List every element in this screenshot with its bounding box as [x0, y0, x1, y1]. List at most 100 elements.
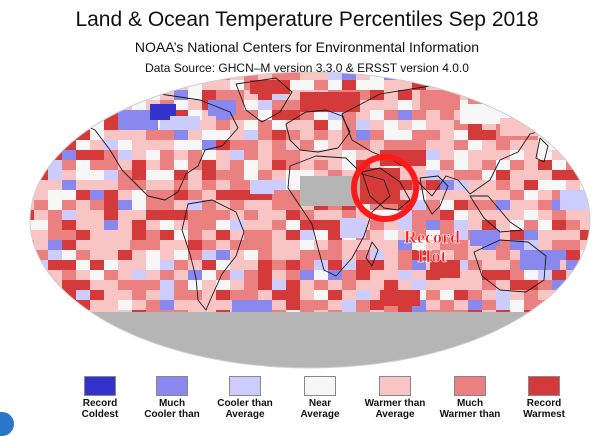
grid-cell [510, 290, 524, 300]
grid-cell [426, 150, 440, 160]
grid-cell [174, 200, 188, 210]
grid-cell [370, 220, 384, 230]
grid-cell [132, 250, 146, 260]
grid-cell [300, 160, 314, 170]
grid-cell [314, 140, 328, 150]
grid-cell [580, 90, 590, 100]
grid-cell [132, 280, 146, 290]
grid-cell [286, 300, 300, 310]
grid-cell [552, 160, 566, 170]
grid-cell [230, 170, 244, 180]
grid-cell [174, 130, 188, 140]
grid-cell [30, 280, 34, 290]
grid-cell [384, 280, 398, 290]
grid-cell [566, 330, 580, 340]
grid-cell [496, 250, 510, 260]
data-source-note: Data Source: GHCN–M version 3.3.0 & ERSS… [145, 61, 469, 75]
grid-cell [412, 180, 426, 190]
grid-cell [566, 210, 580, 220]
grid-cell [440, 290, 454, 300]
grid-cell-region [340, 218, 366, 238]
grid-cell [426, 160, 440, 170]
grid-cell [244, 72, 258, 80]
grid-cell [538, 100, 552, 110]
grid-cell [328, 160, 342, 170]
grid-cell [566, 290, 580, 300]
grid-cell [538, 310, 552, 320]
grid-cell [538, 80, 552, 90]
grid-cell [202, 260, 216, 270]
grid-cell [272, 190, 286, 200]
grid-cell [440, 250, 454, 260]
grid-cell [48, 300, 62, 310]
grid-cell [370, 240, 384, 250]
grid-cell [552, 180, 566, 190]
grid-cell [412, 190, 426, 200]
grid-cell [188, 130, 202, 140]
legend-swatch-cooler [229, 376, 261, 396]
grid-cell [594, 180, 608, 190]
grid-cell [62, 180, 76, 190]
grid-cell [580, 130, 590, 140]
grid-cell [216, 190, 230, 200]
grid-cell [230, 190, 244, 200]
legend-label-near-average: Near Average [300, 398, 340, 420]
grid-cell [146, 360, 160, 368]
grid-cell [258, 270, 272, 280]
grid-cell [594, 80, 608, 90]
grid-cell-region [118, 110, 158, 130]
grid-cell [272, 210, 286, 220]
grid-cell-region [170, 116, 200, 130]
grid-cell [552, 80, 566, 90]
grid-cell [62, 360, 76, 368]
grid-cell [566, 170, 580, 180]
grid-cell [594, 160, 608, 170]
grid-cell [356, 290, 370, 300]
grid-cell [580, 150, 590, 160]
grid-cell [146, 290, 160, 300]
grid-cell [272, 100, 286, 110]
grid-cell [34, 310, 48, 320]
grid-cell [538, 120, 552, 130]
grid-cell [90, 260, 104, 270]
grid-cell [76, 300, 90, 310]
grid-cell [146, 280, 160, 290]
grid-cell [48, 260, 62, 270]
grid-cell [272, 290, 286, 300]
grid-cell [146, 350, 160, 360]
japan-outline [535, 137, 549, 163]
grid-cell [412, 360, 426, 368]
grid-cell [202, 360, 216, 368]
grid-cell [496, 300, 510, 310]
grid-cell [398, 260, 412, 270]
grid-cell [454, 80, 468, 90]
grid-cell [188, 230, 202, 240]
grid-cell [482, 300, 496, 310]
grid-cell [524, 300, 538, 310]
globe-border [29, 71, 591, 369]
grid-cell [342, 270, 356, 280]
grid-cell [34, 200, 48, 210]
grid-cell [398, 120, 412, 130]
grid-cell [76, 100, 90, 110]
grid-cell [384, 270, 398, 280]
grid-cell [146, 80, 160, 90]
grid-cell [174, 110, 188, 120]
grid-cell [132, 260, 146, 270]
grid-cell [90, 220, 104, 230]
grid-cell [468, 120, 482, 130]
grid-cell-region [560, 190, 590, 210]
grid-cell [356, 120, 370, 130]
grid-cell [398, 80, 412, 90]
grid-cell [34, 160, 48, 170]
grid-cell [398, 170, 412, 180]
grid-cell [90, 290, 104, 300]
grid-cell [580, 290, 590, 300]
grid-cell [454, 170, 468, 180]
grid-cell [118, 360, 132, 368]
grid-cell [510, 230, 524, 240]
grid-cell [440, 110, 454, 120]
grid-cell-region [470, 230, 500, 246]
grid-cell [104, 140, 118, 150]
madagascar-outline [365, 241, 379, 267]
